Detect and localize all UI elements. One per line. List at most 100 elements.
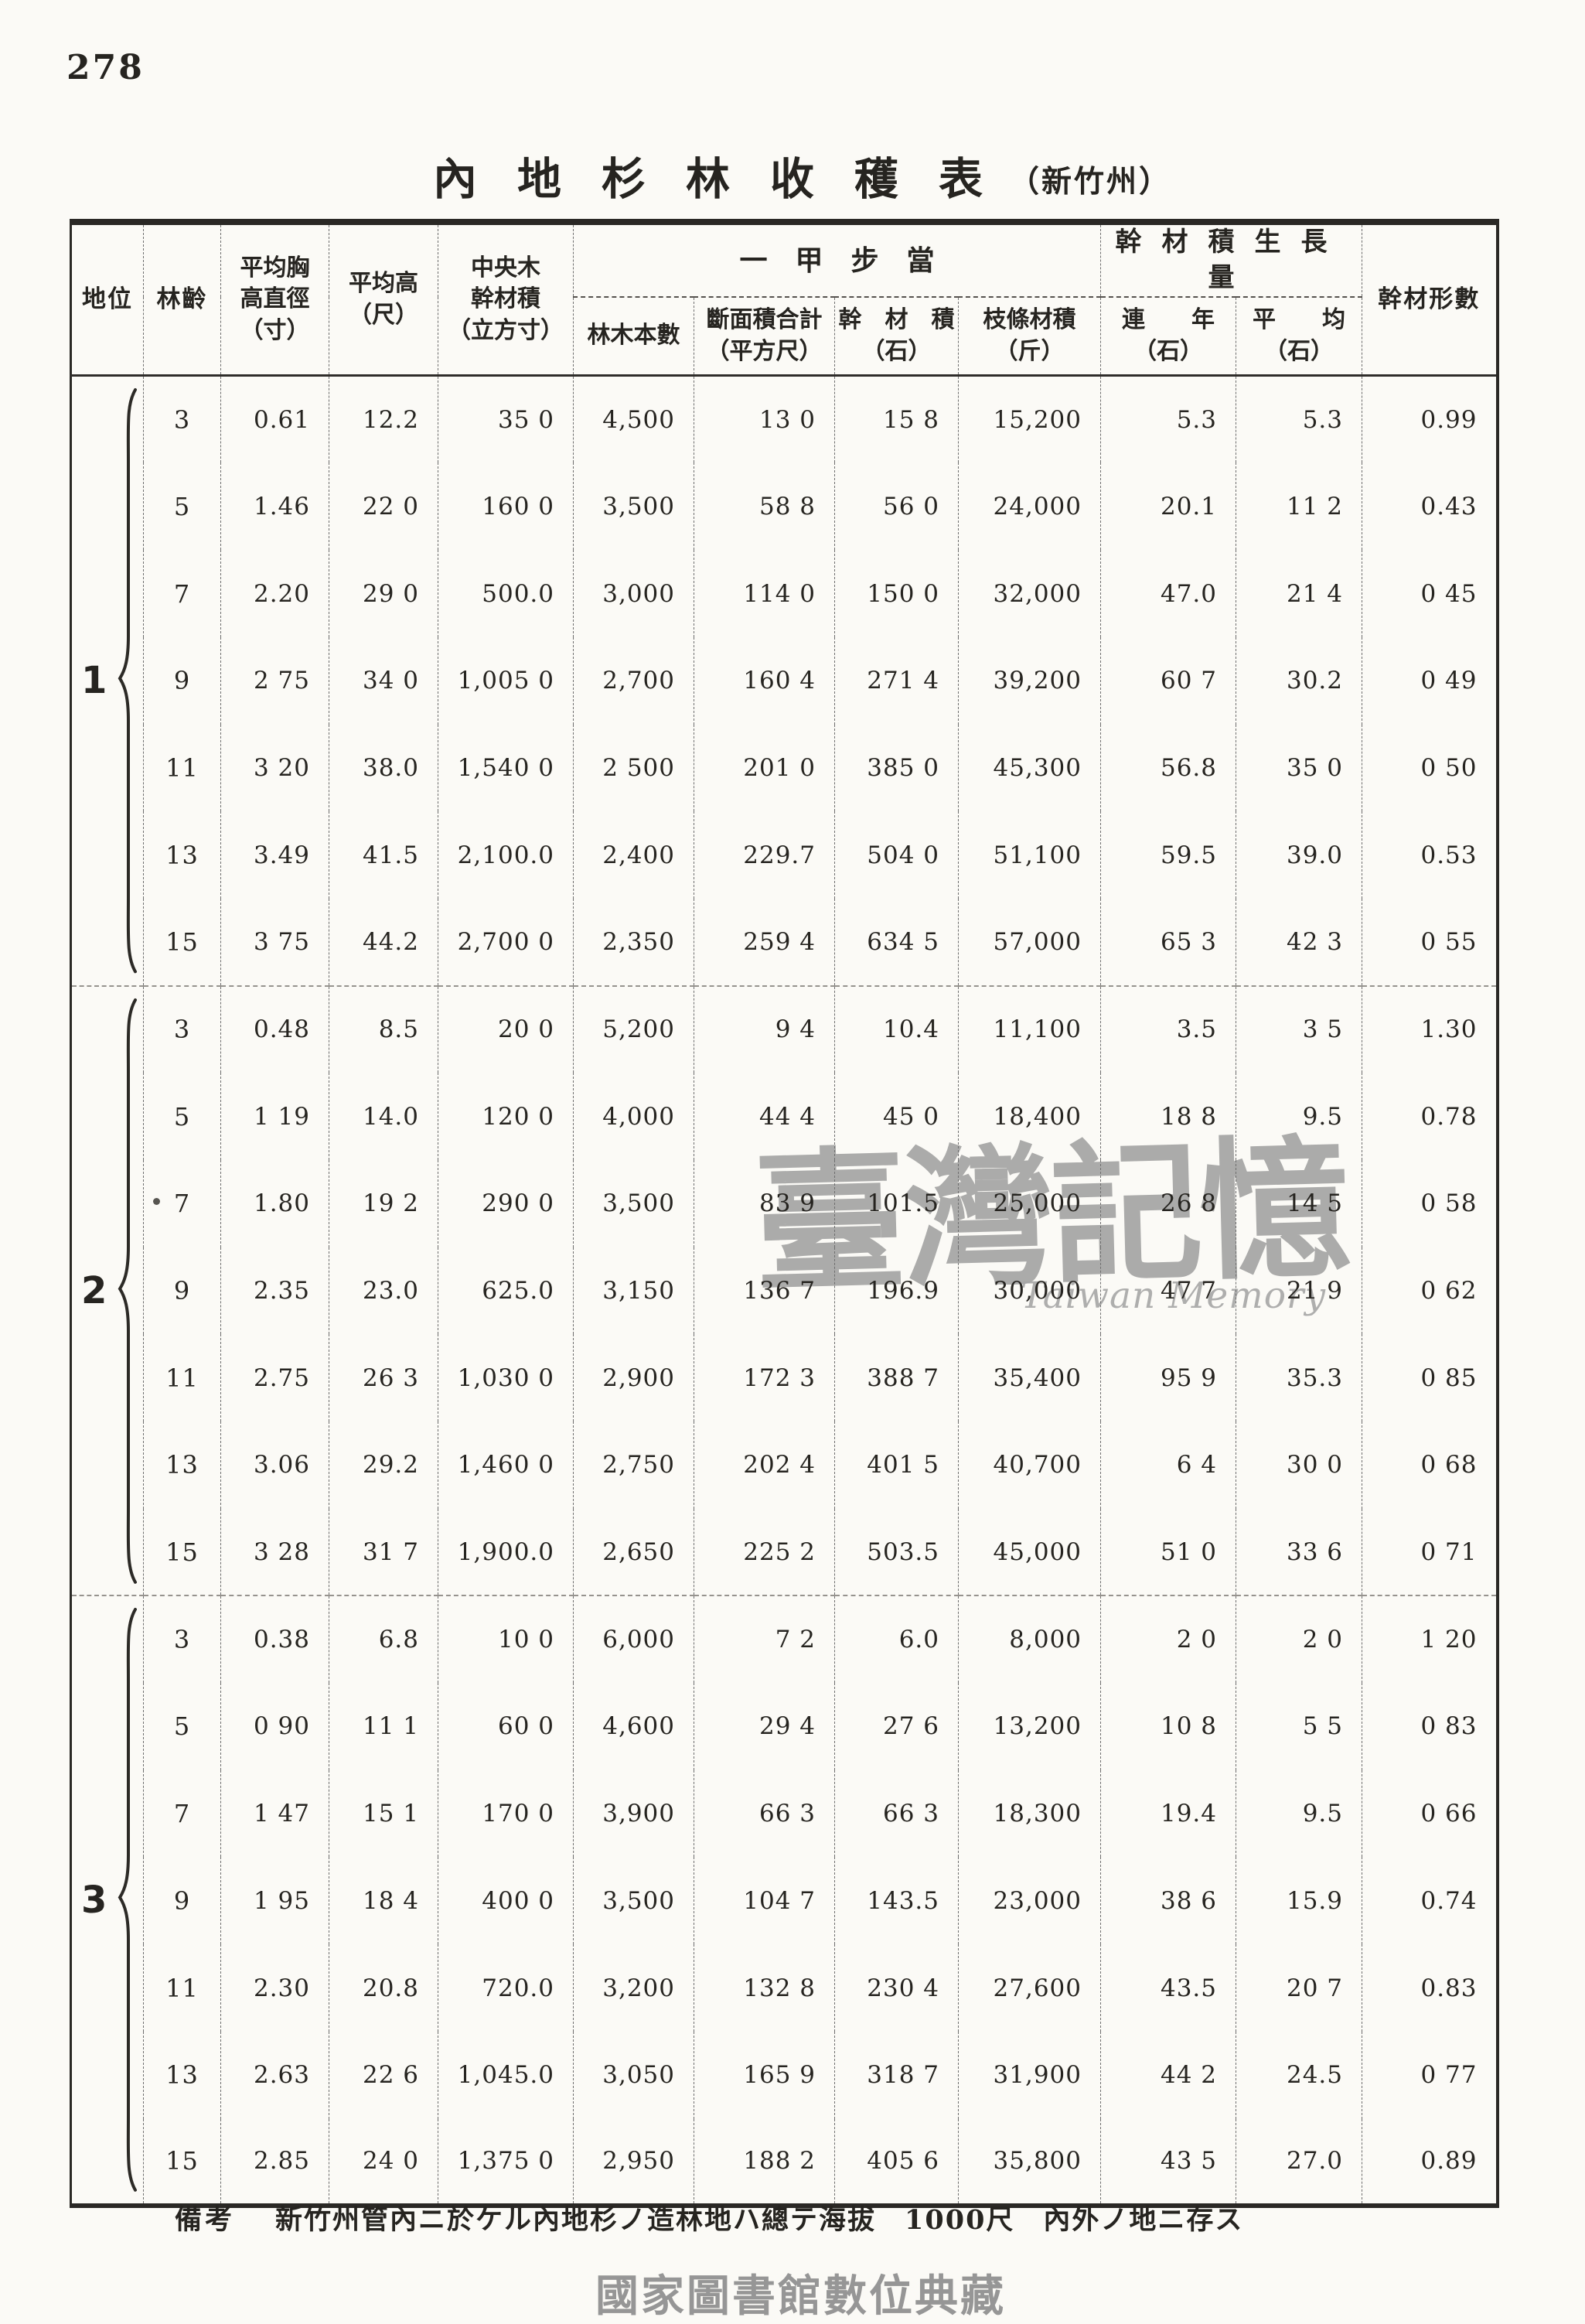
- basal-area-total-cell: 104 7: [694, 1857, 835, 1945]
- mean-increment-cell: 24.5: [1236, 2031, 1363, 2119]
- table-row: 1 3 0.61 12.2 35 0 4,500 13 0 15 8 15,200 5.3 5.3 0…: [70, 375, 1498, 986]
- central-stem-volume-cell: 1,030 0: [438, 1334, 574, 1422]
- central-stem-volume-cell: 1,900.0: [438, 1508, 574, 1596]
- mean-increment-cell: 5.3: [1236, 375, 1363, 463]
- table-row: 13 2.63 22 6 1,045.0 3,050 165 9 318 7 31,900 44…: [71, 2031, 1498, 2119]
- annual-increment-cell: 38 6: [1100, 1857, 1237, 1945]
- avg-dbh-cell: 2.35: [220, 1247, 329, 1335]
- branch-volume-cell: 35,800: [958, 2118, 1102, 2206]
- basal-area-total-cell: 225 2: [694, 1508, 835, 1596]
- header-annual-increment: 連 年 （石）: [1100, 296, 1237, 377]
- mean-increment-cell: 30 0: [1236, 1421, 1363, 1509]
- document-title: 內地杉林收穫表 （新竹州）: [433, 144, 1171, 207]
- annual-increment-cell: 3.5: [1100, 985, 1237, 1073]
- stem-volume-cell: 401 5: [834, 1421, 959, 1509]
- table-row: 13 3.49 41.5 2,100.0 2,400 229.7 504 0 51,100 59…: [71, 811, 1498, 899]
- stem-volume-cell: 388 7: [834, 1334, 959, 1422]
- annual-increment-cell: 56.8: [1100, 724, 1237, 812]
- stem-form-factor-cell: 1.30: [1362, 985, 1498, 1073]
- stem-volume-cell: 503.5: [834, 1508, 959, 1596]
- branch-volume-cell: 35,400: [958, 1334, 1102, 1422]
- branch-volume-cell: 57,000: [958, 898, 1102, 986]
- age-cell: 7: [143, 1159, 221, 1247]
- tree-count-cell: 3,500: [573, 1159, 694, 1247]
- tree-count-cell: 5,200: [573, 985, 694, 1073]
- header-group-stem-growth: 幹材積生長量: [1100, 222, 1363, 298]
- remark-text: 新竹州管內ニ於ケル內地杉ノ造林地ハ總テ海拔 1000尺 內外ノ地ニ存ス: [275, 2204, 1244, 2236]
- annual-increment-cell: 44 2: [1100, 2031, 1237, 2119]
- table-row: 11 2.30 20.8 720.0 3,200 132 8 230 4 27,600 43.5…: [71, 1944, 1498, 2032]
- tree-count-cell: 3,900: [573, 1769, 694, 1858]
- age-cell: 11: [143, 724, 221, 812]
- stem-form-factor-cell: 0.78: [1362, 1073, 1498, 1160]
- basal-area-total-cell: 229.7: [694, 811, 835, 899]
- stem-volume-cell: 101.5: [834, 1159, 959, 1247]
- tree-count-cell: 2,400: [573, 811, 694, 899]
- mean-increment-cell: 30.2: [1236, 636, 1363, 725]
- branch-volume-cell: 39,200: [958, 636, 1102, 725]
- tree-count-cell: 3,150: [573, 1247, 694, 1335]
- stem-volume-cell: 196.9: [834, 1247, 959, 1335]
- avg-height-cell: 29 0: [329, 550, 438, 637]
- basal-area-total-cell: 9 4: [694, 985, 835, 1073]
- avg-height-cell: 41.5: [329, 811, 438, 899]
- stem-form-factor-cell: 0 58: [1362, 1159, 1498, 1247]
- central-stem-volume-cell: 160 0: [438, 462, 574, 551]
- avg-height-cell: 29.2: [329, 1421, 438, 1509]
- age-cell: 3: [143, 375, 221, 463]
- branch-volume-cell: 32,000: [958, 550, 1102, 637]
- basal-area-total-cell: 259 4: [694, 898, 835, 986]
- stem-form-factor-cell: 0.53: [1362, 811, 1498, 899]
- header-avg-height: 平均高 （尺）: [329, 222, 438, 377]
- central-stem-volume-cell: 400 0: [438, 1857, 574, 1945]
- avg-dbh-cell: 1.46: [220, 462, 329, 551]
- central-stem-volume-cell: 10 0: [438, 1595, 574, 1684]
- central-stem-volume-cell: 120 0: [438, 1073, 574, 1160]
- avg-dbh-cell: 2.85: [220, 2118, 329, 2206]
- header-central-stem-volume: 中央木 幹材積 （立方寸）: [438, 222, 574, 377]
- table-row: 15 2.85 24 0 1,375 0 2,950 188 2 405 6 35,800 43…: [71, 2118, 1498, 2206]
- basal-area-total-cell: 7 2: [694, 1595, 835, 1684]
- mean-increment-cell: 35.3: [1236, 1334, 1363, 1422]
- branch-volume-cell: 8,000: [958, 1595, 1102, 1684]
- group-brace-icon: [118, 1608, 137, 2193]
- header-group-per-ko: 一 甲 步 當: [573, 222, 1102, 298]
- mean-increment-cell: 21 9: [1236, 1247, 1363, 1335]
- avg-height-cell: 12.2: [329, 375, 438, 463]
- branch-volume-cell: 18,300: [958, 1769, 1102, 1858]
- stem-form-factor-cell: 0 85: [1362, 1334, 1498, 1422]
- national-library-watermark: 國家圖書館數位典藏: [595, 2271, 1006, 2322]
- basal-area-total-cell: 83 9: [694, 1159, 835, 1247]
- stem-form-factor-cell: 0 50: [1362, 724, 1498, 812]
- title-region: （新竹州）: [1009, 164, 1172, 200]
- age-cell: 3: [143, 1595, 221, 1684]
- stem-form-factor-cell: 0.99: [1362, 375, 1498, 463]
- avg-height-cell: 11 1: [329, 1683, 438, 1770]
- stem-form-factor-cell: 0 68: [1362, 1421, 1498, 1509]
- tree-count-cell: 2,350: [573, 898, 694, 986]
- avg-dbh-cell: 3 75: [220, 898, 329, 986]
- branch-volume-cell: 11,100: [958, 985, 1102, 1073]
- stem-form-factor-cell: 0.89: [1362, 2118, 1498, 2206]
- mean-increment-cell: 2 0: [1236, 1595, 1363, 1684]
- header-branch-volume: 枝條材積 （斤）: [958, 296, 1102, 377]
- avg-height-cell: 22 6: [329, 2031, 438, 2119]
- avg-height-cell: 26 3: [329, 1334, 438, 1422]
- mean-increment-cell: 27.0: [1236, 2118, 1363, 2206]
- annual-increment-cell: 59.5: [1100, 811, 1237, 899]
- header-stem-form-factor: 幹材形數: [1362, 222, 1498, 377]
- header-mean-increment: 平 均 （石）: [1236, 296, 1363, 377]
- basal-area-total-cell: 201 0: [694, 724, 835, 812]
- stem-volume-cell: 271 4: [834, 636, 959, 725]
- age-cell: 7: [143, 550, 221, 637]
- age-cell: 9: [143, 636, 221, 725]
- header-age: 林齡: [143, 222, 221, 377]
- annual-increment-cell: 47.0: [1100, 550, 1237, 637]
- stem-volume-cell: 10.4: [834, 985, 959, 1073]
- stem-volume-cell: 66 3: [834, 1769, 959, 1858]
- avg-dbh-cell: 0.38: [220, 1595, 329, 1684]
- mean-increment-cell: 3 5: [1236, 985, 1363, 1073]
- annual-increment-cell: 5.3: [1100, 375, 1237, 463]
- age-cell: 7: [143, 1769, 221, 1858]
